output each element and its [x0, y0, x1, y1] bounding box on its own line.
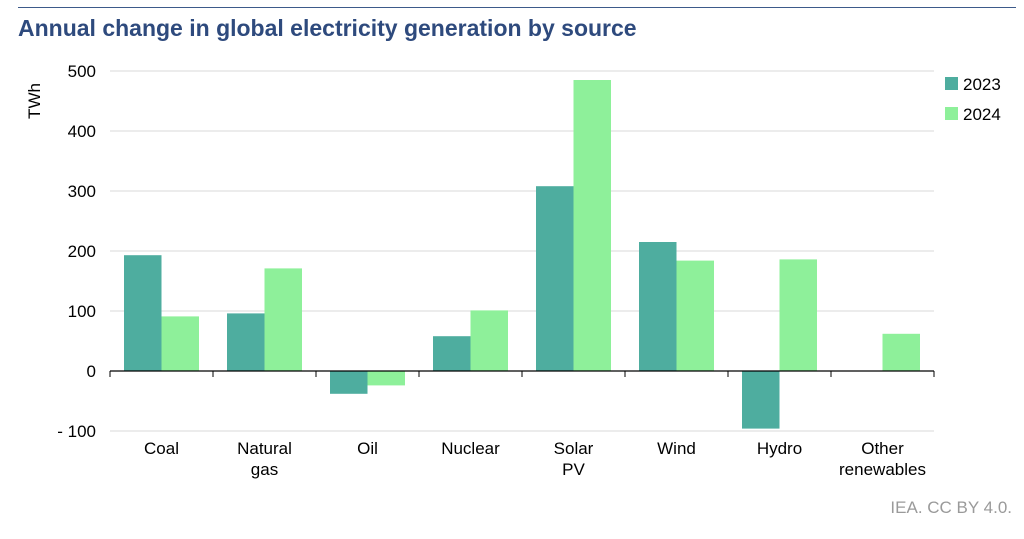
- category-label: Nuclear: [441, 439, 500, 458]
- chart-title: Annual change in global electricity gene…: [18, 15, 637, 41]
- category-label: Wind: [657, 439, 696, 458]
- category-label: Oil: [357, 439, 378, 458]
- bar-2024: [676, 260, 714, 371]
- y-axis-label: TWh: [25, 83, 44, 119]
- bar-2024: [573, 80, 611, 371]
- y-tick-label: 300: [68, 182, 96, 201]
- bar-2023: [433, 336, 471, 371]
- category-label: gas: [251, 460, 278, 479]
- legend-swatch-2024: [945, 107, 958, 120]
- legend-swatch-2023: [945, 77, 958, 90]
- legend-label-2024: 2024: [963, 105, 1001, 124]
- category-label: PV: [562, 460, 585, 479]
- bar-2024: [882, 333, 920, 371]
- bar-2023: [639, 242, 677, 371]
- category-label: renewables: [839, 460, 926, 479]
- y-tick-label: 0: [87, 362, 96, 381]
- bar-2023: [124, 255, 162, 371]
- category-label: Other: [861, 439, 904, 458]
- bar-2023: [742, 371, 780, 429]
- bar-2023: [330, 371, 368, 394]
- bar-2024: [264, 268, 302, 371]
- y-tick-label: 200: [68, 242, 96, 261]
- y-tick-label: 400: [68, 122, 96, 141]
- bar-2023: [536, 186, 574, 371]
- bar-2024: [779, 259, 817, 371]
- bar-2024: [367, 371, 405, 386]
- y-tick-label: - 100: [57, 422, 96, 441]
- bar-2024: [470, 310, 508, 371]
- credit-text: IEA. CC BY 4.0.: [890, 498, 1012, 517]
- category-label: Hydro: [757, 439, 802, 458]
- category-label: Solar: [554, 439, 594, 458]
- y-tick-label: 500: [68, 62, 96, 81]
- category-label: Coal: [144, 439, 179, 458]
- category-label: Natural: [237, 439, 292, 458]
- bar-2024: [161, 316, 199, 371]
- legend-label-2023: 2023: [963, 75, 1001, 94]
- y-tick-label: 100: [68, 302, 96, 321]
- top-rule: [18, 7, 1016, 8]
- bar-2023: [227, 313, 265, 371]
